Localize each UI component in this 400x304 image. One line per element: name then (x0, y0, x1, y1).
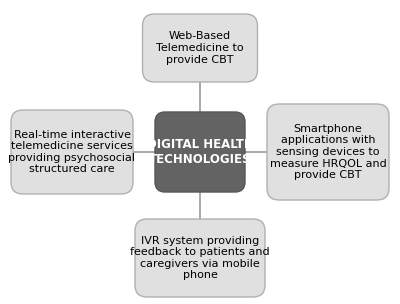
Text: DIGITAL HEALTH
TECHNOLOGIES: DIGITAL HEALTH TECHNOLOGIES (147, 138, 253, 166)
FancyBboxPatch shape (267, 104, 389, 200)
FancyBboxPatch shape (11, 110, 133, 194)
FancyBboxPatch shape (155, 112, 245, 192)
FancyBboxPatch shape (142, 14, 258, 82)
Text: Web-Based
Telemedicine to
provide CBT: Web-Based Telemedicine to provide CBT (156, 31, 244, 65)
FancyBboxPatch shape (135, 219, 265, 297)
Text: IVR system providing
feedback to patients and
caregivers via mobile
phone: IVR system providing feedback to patient… (130, 236, 270, 280)
Text: Real-time interactive
telemedicine services
providing psychosocial
structured ca: Real-time interactive telemedicine servi… (8, 130, 136, 174)
Text: Smartphone
applications with
sensing devices to
measure HRQOL and
provide CBT: Smartphone applications with sensing dev… (270, 124, 386, 180)
